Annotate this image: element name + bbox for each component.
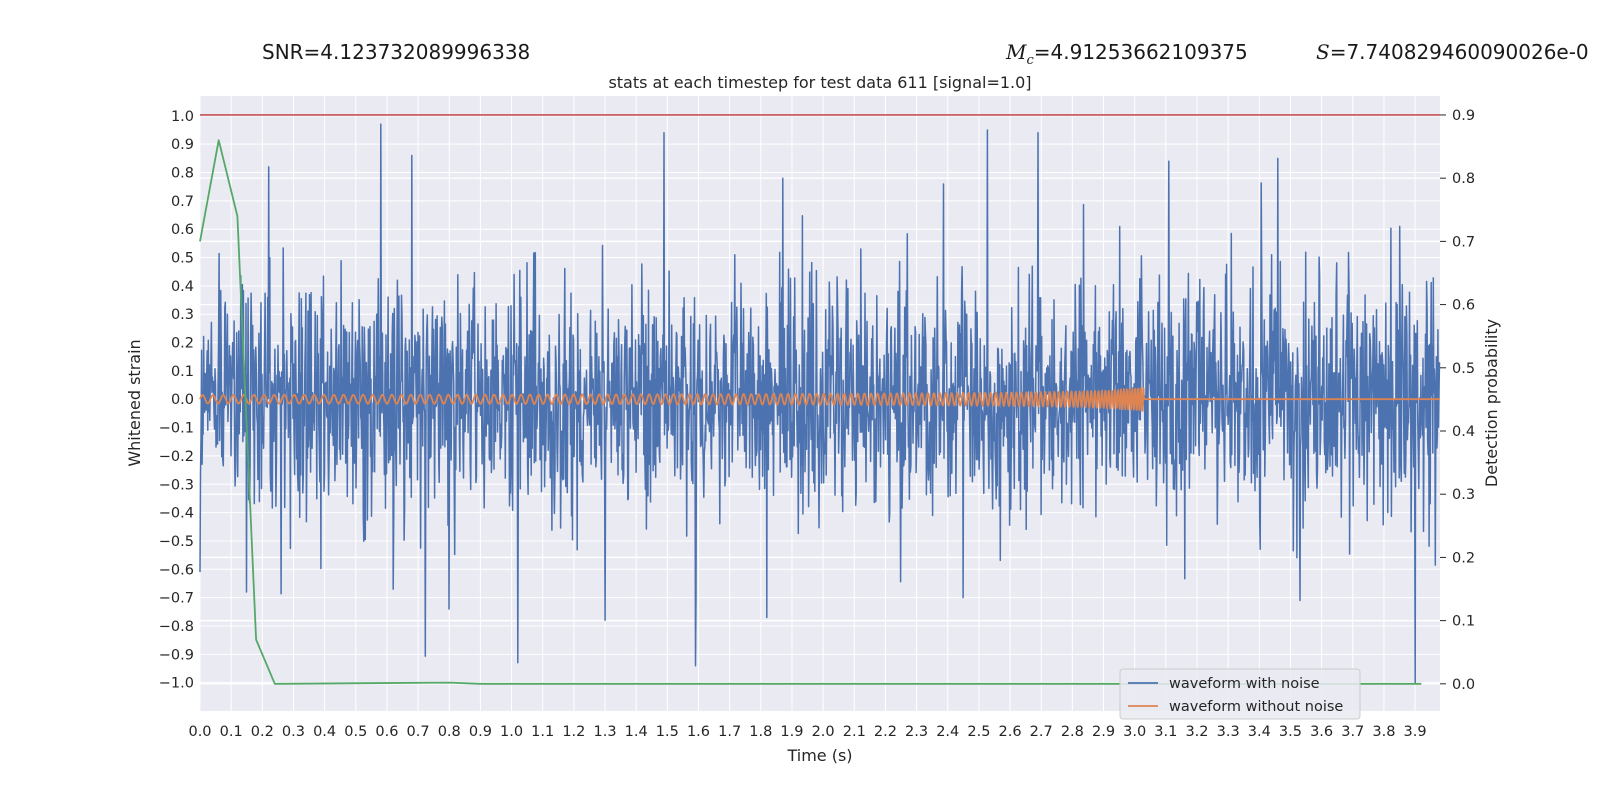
y2-axis-label: Detection probability bbox=[1482, 319, 1501, 487]
x-tick-label: 1.4 bbox=[625, 724, 648, 740]
y-tick-label: −0.3 bbox=[159, 477, 194, 493]
x-tick-label: 2.2 bbox=[874, 724, 897, 740]
y-tick-label: 1.0 bbox=[171, 109, 194, 125]
spin-symbol: S bbox=[1316, 40, 1330, 64]
x-tick-label: 0.5 bbox=[344, 724, 367, 740]
x-tick-label: 0.8 bbox=[438, 724, 461, 740]
x-tick-label: 1.7 bbox=[718, 724, 741, 740]
x-tick-label: 2.5 bbox=[967, 724, 990, 740]
y2-tick-label: 0.9 bbox=[1452, 108, 1475, 124]
x-tick-label: 2.9 bbox=[1092, 724, 1115, 740]
legend-entry-clean: waveform without noise bbox=[1169, 699, 1343, 715]
series-detection-probability bbox=[199, 139, 1422, 685]
y-tick-label: 0.1 bbox=[171, 364, 194, 380]
legend-entry-noise: waveform with noise bbox=[1169, 676, 1320, 692]
x-tick-label: 2.4 bbox=[936, 724, 959, 740]
x-tick-label: 3.8 bbox=[1372, 724, 1395, 740]
y-tick-label: −0.8 bbox=[159, 619, 194, 635]
y-tick-label: −0.7 bbox=[159, 591, 194, 607]
x-tick-label: 3.7 bbox=[1341, 724, 1364, 740]
ticks: 0.0 0.1 0.2 0.3 0.4 0.5 0.6 0.7 0.8 0.9 1.0 1.1 1.2 1… bbox=[159, 108, 1475, 740]
y-tick-label: 0.7 bbox=[171, 194, 194, 210]
x-tick-label: 0.4 bbox=[313, 724, 336, 740]
y-tick-label: 0.6 bbox=[171, 222, 194, 238]
x-tick-label: 1.9 bbox=[780, 724, 803, 740]
x-tick-label: 2.6 bbox=[999, 724, 1022, 740]
x-tick-label: 0.0 bbox=[188, 724, 211, 740]
y-tick-label: −0.2 bbox=[159, 449, 194, 465]
x-tick-label: 2.1 bbox=[843, 724, 866, 740]
legend-box bbox=[1119, 668, 1361, 720]
x-tick-label: 0.6 bbox=[375, 724, 398, 740]
y-tick-label: 0.4 bbox=[171, 279, 194, 295]
x-tick-label: 3.4 bbox=[1248, 724, 1271, 740]
y2-tick-label: 0.6 bbox=[1452, 298, 1475, 314]
y-tick-label: 0.3 bbox=[171, 307, 194, 323]
y-tick-label: 0.9 bbox=[171, 137, 194, 153]
chirp-mass-symbol: M bbox=[1006, 40, 1027, 64]
y-tick-label: 0.5 bbox=[171, 251, 194, 267]
spin-label: S=7.740829460090026e-0 bbox=[1316, 40, 1589, 64]
x-tick-label: 2.3 bbox=[905, 724, 928, 740]
x-tick-label: 1.3 bbox=[593, 724, 616, 740]
y-axis-label: Whitened strain bbox=[125, 339, 144, 466]
x-tick-label: 3.0 bbox=[1123, 724, 1146, 740]
x-tick-label: 1.8 bbox=[749, 724, 772, 740]
y2-tick-label: 0.2 bbox=[1452, 550, 1475, 566]
x-tick-label: 3.3 bbox=[1217, 724, 1240, 740]
y-tick-label: 0.0 bbox=[171, 392, 194, 408]
x-tick-label: 0.2 bbox=[251, 724, 274, 740]
x-tick-label: 1.2 bbox=[562, 724, 585, 740]
x-tick-label: 3.6 bbox=[1310, 724, 1333, 740]
x-tick-label: 0.1 bbox=[220, 724, 243, 740]
x-tick-label: 1.5 bbox=[656, 724, 679, 740]
x-tick-label: 0.3 bbox=[282, 724, 305, 740]
y2-tick-label: 0.0 bbox=[1452, 677, 1475, 693]
series-layer bbox=[199, 114, 1441, 685]
x-tick-label: 3.5 bbox=[1279, 724, 1302, 740]
snr-label: SNR=4.123732089996338 bbox=[262, 40, 531, 64]
x-tick-label: 1.0 bbox=[500, 724, 523, 740]
x-tick-label: 3.9 bbox=[1404, 724, 1427, 740]
y2-tick-label: 0.3 bbox=[1452, 487, 1475, 503]
y-tick-label: −0.5 bbox=[159, 534, 194, 550]
x-tick-label: 1.6 bbox=[687, 724, 710, 740]
spin-value: =7.740829460090026e-0 bbox=[1329, 40, 1589, 64]
legend: waveform with noise waveform without noi… bbox=[1119, 668, 1361, 720]
y-tick-label: −0.6 bbox=[159, 562, 194, 578]
x-tick-label: 0.7 bbox=[407, 724, 430, 740]
series-waveform-noise bbox=[199, 123, 1441, 684]
x-tick-label: 3.1 bbox=[1154, 724, 1177, 740]
y2-tick-label: 0.7 bbox=[1452, 234, 1475, 250]
series-waveform-clean bbox=[199, 387, 1441, 412]
y-tick-label: −0.9 bbox=[159, 647, 194, 663]
x-tick-label: 2.7 bbox=[1030, 724, 1053, 740]
y-tick-label: −1.0 bbox=[159, 676, 194, 692]
x-tick-label: 2.8 bbox=[1061, 724, 1084, 740]
chirp-mass-value: =4.91253662109375 bbox=[1033, 40, 1248, 64]
y2-tick-label: 0.8 bbox=[1452, 171, 1475, 187]
y-tick-label: 0.8 bbox=[171, 166, 194, 182]
y-tick-label: 0.2 bbox=[171, 336, 194, 352]
chirp-mass-label: Mc=4.91253662109375 bbox=[1006, 40, 1248, 68]
y2-tick-label: 0.1 bbox=[1452, 614, 1475, 630]
y2-tick-label: 0.5 bbox=[1452, 361, 1475, 377]
y-tick-label: −0.1 bbox=[159, 421, 194, 437]
x-tick-label: 0.9 bbox=[469, 724, 492, 740]
x-tick-label: 3.2 bbox=[1185, 724, 1208, 740]
x-tick-label: 1.1 bbox=[531, 724, 554, 740]
y2-tick-label: 0.4 bbox=[1452, 424, 1475, 440]
x-axis-label: Time (s) bbox=[786, 746, 852, 765]
chart-title: stats at each timestep for test data 611… bbox=[608, 73, 1031, 92]
chirp-mass-subscript: c bbox=[1026, 53, 1034, 68]
x-tick-label: 2.0 bbox=[812, 724, 835, 740]
y-tick-label: −0.4 bbox=[159, 506, 194, 522]
